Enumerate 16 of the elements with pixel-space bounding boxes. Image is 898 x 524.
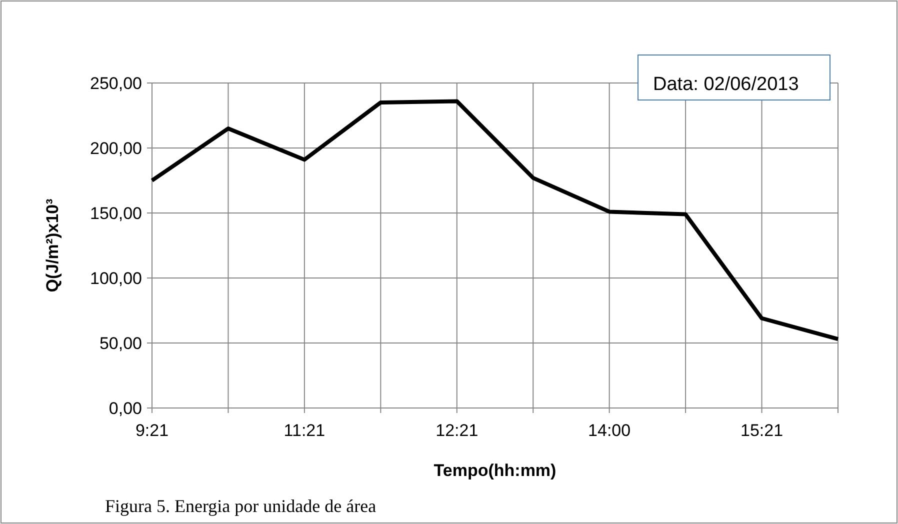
x-axis-title: Tempo(hh:mm) — [434, 461, 556, 480]
y-tick-label: 200,00 — [90, 138, 142, 158]
y-axis-title: Q(J/m²)x10³ — [43, 198, 62, 292]
x-tick-label: 14:00 — [588, 421, 631, 440]
text: Figura 5. Energia por unidade de área — [105, 496, 376, 516]
y-tick-label: 0,00 — [108, 398, 142, 418]
x-tick-label: 9:21 — [135, 421, 169, 440]
annotation: Data: 02/06/2013 — [653, 74, 799, 95]
x-tick-label: 15:21 — [740, 421, 784, 440]
y-tick-label: 50,00 — [99, 334, 142, 353]
y-tick-label: 100,00 — [90, 268, 142, 288]
y-tick-label: 250,00 — [90, 74, 142, 93]
x-tick-label: 11:21 — [284, 421, 326, 440]
line-series — [150, 99, 840, 342]
y-tick-label: 150,00 — [90, 204, 142, 223]
x-tick-label: 12:21 — [436, 421, 478, 440]
